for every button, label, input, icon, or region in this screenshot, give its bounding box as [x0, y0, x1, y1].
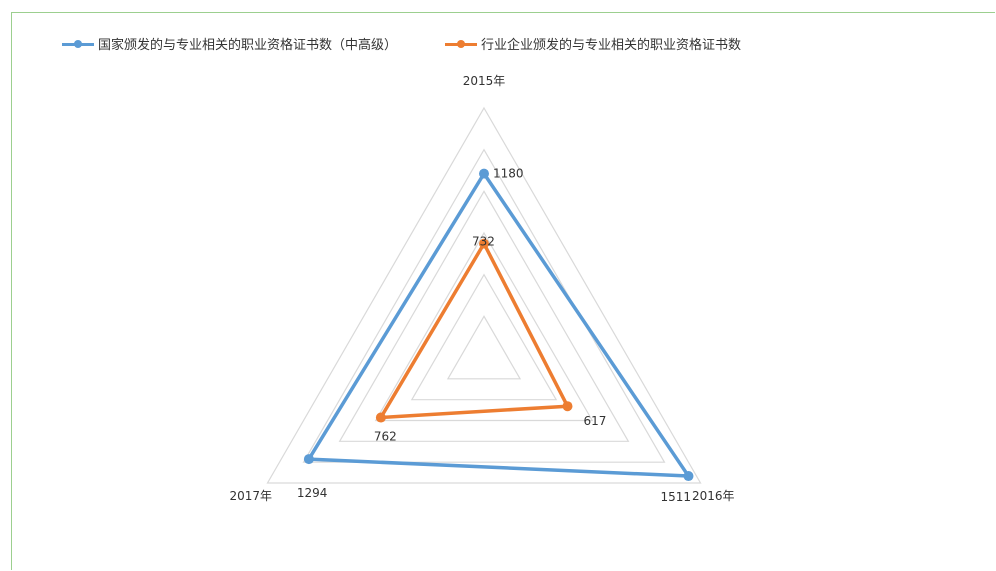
chart-frame	[11, 12, 995, 570]
legend-label-national: 国家颁发的与专业相关的职业资格证书数（中高级）	[98, 38, 398, 53]
series-1-point-0	[479, 238, 489, 249]
legend: 国家颁发的与专业相关的职业资格证书数（中高级） 行业企业颁发的与专业相关的职业资…	[62, 34, 789, 53]
category-label-0: 2015年	[463, 74, 506, 88]
grid-ring-1	[446, 315, 522, 380]
data-label-0-1: 1511	[660, 490, 691, 504]
category-label-2: 2017年	[229, 489, 272, 503]
grid-ring-6	[266, 106, 702, 484]
series-1-point-2	[375, 412, 386, 423]
grid-ring-2	[410, 273, 558, 401]
data-label-1-2: 762	[374, 430, 397, 444]
series-0-point-1	[683, 471, 694, 482]
series-1-point-1	[562, 401, 573, 412]
legend-label-industry: 行业企业颁发的与专业相关的职业资格证书数	[481, 38, 742, 53]
series-line-1	[379, 241, 570, 420]
data-label-0-2: 1294	[297, 486, 328, 500]
series-0-point-2	[303, 454, 314, 465]
radar-series-layer	[303, 168, 694, 482]
legend-swatch-industry	[445, 39, 478, 49]
grid-ring-5	[302, 148, 666, 463]
grid-ring-4	[338, 190, 630, 442]
series-line-0	[307, 171, 691, 478]
radar-grid	[266, 106, 702, 484]
legend-swatch-national	[62, 39, 94, 49]
data-label-1-0: 732	[472, 235, 495, 249]
legend-item-industry: 行业企业颁发的与专业相关的职业资格证书数	[445, 34, 741, 53]
data-label-1-1: 617	[583, 414, 606, 428]
category-label-1: 2016年	[692, 489, 735, 503]
radar-labels: 1180 1511 1294 732 617 762 2015年 2016年 2017年	[229, 74, 734, 504]
legend-item-national: 国家颁发的与专业相关的职业资格证书数（中高级）	[62, 34, 397, 53]
series-0-point-0	[479, 168, 489, 179]
grid-ring-3	[374, 231, 594, 422]
data-label-0-0: 1180	[493, 167, 524, 181]
